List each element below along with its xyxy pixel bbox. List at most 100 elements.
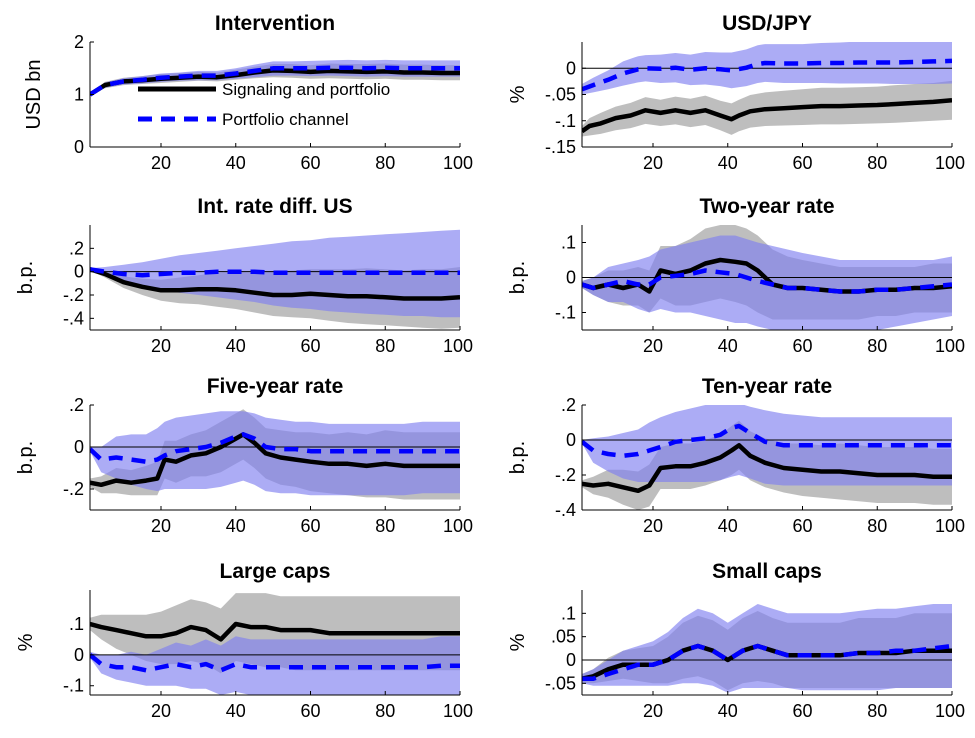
panel-5: 20 40 60 80 100 -.2 0 .2 Five-year rate b.p.: [15, 375, 473, 536]
y-tick-label: -.05: [545, 673, 576, 693]
panel-title: USD/JPY: [722, 12, 812, 35]
portfolio-line: [582, 643, 952, 681]
y-tick-label: .05: [551, 627, 576, 647]
portfolio-confidence-band: [90, 411, 460, 496]
signaling-line: [582, 443, 952, 494]
plot-area: [90, 229, 460, 329]
panel-title: Ten-year rate: [702, 375, 832, 398]
y-tick-label: 0: [566, 650, 576, 670]
y-tick-label: .2: [69, 395, 84, 415]
panel-7: 20 40 60 80 100 -.1 0 .1 Large caps%: [15, 560, 473, 721]
portfolio-line: [90, 432, 460, 464]
plot-area: [582, 225, 952, 330]
plot-area: [90, 593, 460, 695]
y-axis-label: b.p.: [15, 261, 37, 294]
x-tick-label: 20: [643, 336, 663, 356]
panels: 20 40 60 80 100 0 1 2 Intervention USD bn 20 40 60 80…: [15, 12, 965, 721]
x-tick-label: 80: [867, 516, 887, 536]
x-tick-label: 40: [718, 701, 738, 721]
panel-8: 20 40 60 80 100 -.05 0 .05 .1 Small caps%: [507, 560, 965, 721]
x-tick-label: 20: [151, 516, 171, 536]
y-tick-label: -.2: [63, 285, 84, 305]
y-tick-label: -.4: [63, 308, 84, 328]
y-tick-label: 0: [74, 262, 84, 282]
plot-area: [90, 409, 460, 500]
panel-title: Small caps: [712, 560, 822, 583]
portfolio-line: [90, 65, 460, 97]
y-axis-label: b.p.: [15, 441, 37, 474]
signaling-line: [582, 98, 952, 134]
panel-title: Two-year rate: [700, 195, 835, 218]
y-tick-label: -.1: [63, 676, 84, 696]
x-tick-label: 40: [718, 153, 738, 173]
y-axis-label: USD bn: [23, 59, 45, 129]
y-tick-label: -.05: [545, 85, 576, 105]
panel-1: 20 40 60 80 100 0 1 2 Intervention USD bn: [23, 12, 473, 173]
x-tick-label: 20: [643, 701, 663, 721]
x-tick-label: 60: [792, 336, 812, 356]
legend-portfolio-label: Portfolio channel: [222, 110, 349, 129]
panel-2: 20 40 60 80 100 -.15 -.1 -.05 0 USD/JPY%: [507, 12, 965, 173]
y-tick-label: 1: [74, 85, 84, 105]
x-tick-label: 20: [151, 153, 171, 173]
y-tick-label: -.15: [545, 137, 576, 157]
signaling-line: [90, 621, 460, 642]
y-axis-label: %: [507, 633, 529, 651]
x-tick-label: 60: [300, 516, 320, 536]
y-tick-label: 0: [74, 645, 84, 665]
x-tick-label: 60: [792, 153, 812, 173]
panel-title: Large caps: [220, 560, 331, 583]
panel-title: Intervention: [215, 12, 335, 35]
signaling-line: [90, 267, 460, 301]
x-tick-label: 20: [151, 701, 171, 721]
x-tick-label: 40: [226, 701, 246, 721]
x-tick-label: 80: [375, 516, 395, 536]
x-tick-label: 20: [151, 336, 171, 356]
x-tick-label: 100: [935, 701, 965, 721]
y-tick-label: -.1: [555, 303, 576, 323]
y-tick-label: .1: [561, 233, 576, 253]
x-tick-label: 40: [226, 336, 246, 356]
y-tick-label: 0: [74, 137, 84, 157]
y-tick-label: 0: [566, 58, 576, 78]
panel-4: 20 40 60 80 100 -.1 0 .1 Two-year rate b.p.: [507, 195, 965, 356]
panel-6: 20 40 60 80 100 -.4 -.2 0 .2 Ten-year rate b.p.: [507, 375, 965, 536]
x-tick-label: 100: [935, 153, 965, 173]
x-tick-label: 40: [226, 516, 246, 536]
x-tick-label: 80: [867, 701, 887, 721]
x-tick-label: 80: [375, 153, 395, 173]
x-tick-label: 20: [643, 516, 663, 536]
portfolio-line: [90, 653, 460, 673]
y-tick-label: 0: [566, 430, 576, 450]
x-tick-label: 40: [226, 153, 246, 173]
x-tick-label: 40: [718, 516, 738, 536]
y-axis-label: b.p.: [507, 261, 529, 294]
y-tick-label: .2: [69, 238, 84, 258]
y-tick-label: -.1: [555, 111, 576, 131]
plot-area: [90, 59, 460, 97]
legend-signaling-label: Signaling and portfolio: [222, 80, 390, 99]
y-tick-label: .2: [561, 395, 576, 415]
portfolio-line: [582, 268, 952, 294]
x-tick-label: 80: [375, 701, 395, 721]
panel-title: Five-year rate: [207, 375, 344, 398]
x-tick-label: 80: [867, 153, 887, 173]
x-tick-label: 60: [300, 336, 320, 356]
x-tick-label: 100: [935, 336, 965, 356]
y-axis-label: b.p.: [507, 441, 529, 474]
x-tick-label: 80: [867, 336, 887, 356]
y-tick-label: .1: [69, 614, 84, 634]
plot-area: [582, 604, 952, 693]
y-tick-label: 0: [566, 268, 576, 288]
y-tick-label: -.2: [63, 479, 84, 499]
x-tick-label: 100: [935, 516, 965, 536]
x-tick-label: 100: [443, 701, 473, 721]
x-tick-label: 60: [792, 701, 812, 721]
plot-area: [582, 42, 952, 137]
plot-area: [582, 405, 952, 510]
x-tick-label: 80: [375, 336, 395, 356]
x-tick-label: 60: [792, 516, 812, 536]
x-tick-label: 60: [300, 153, 320, 173]
x-tick-label: 100: [443, 516, 473, 536]
